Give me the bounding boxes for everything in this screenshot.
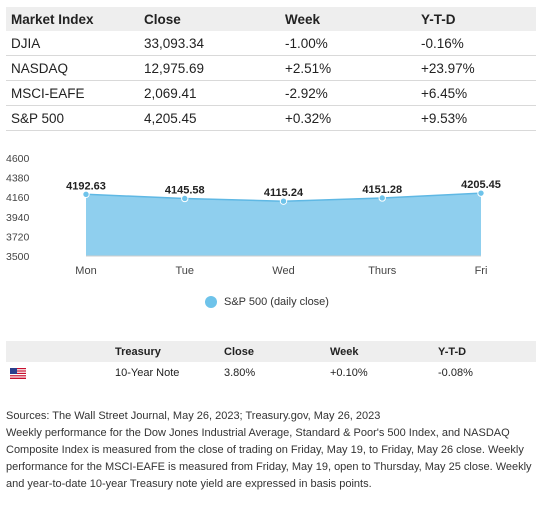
- x-tick-label: Thurs: [368, 265, 397, 277]
- data-point: [279, 197, 288, 205]
- header-week: Week: [280, 7, 416, 31]
- x-tick-label: Fri: [475, 265, 488, 277]
- data-point: [477, 189, 485, 197]
- data-label: 4115.24: [264, 187, 304, 199]
- cell-week: +0.10%: [330, 367, 368, 379]
- cell-week: -2.92%: [280, 80, 416, 106]
- cell-index: DJIA: [6, 31, 139, 56]
- data-label: 4151.28: [362, 184, 402, 196]
- cell-close: 3.80%: [224, 367, 256, 379]
- x-tick-label: Tue: [175, 265, 194, 277]
- footnotes: Sources: The Wall Street Journal, May 26…: [6, 408, 538, 493]
- cell-ytd: +23.97%: [416, 55, 536, 81]
- header-flag: [6, 341, 115, 362]
- cell-index: S&P 500: [6, 105, 139, 131]
- cell-ytd: -0.08%: [438, 367, 473, 379]
- us-flag-icon: [10, 367, 26, 379]
- cell-ytd: -0.16%: [416, 31, 536, 56]
- cell-index: MSCI-EAFE: [6, 80, 139, 106]
- market-index-table: Market Index Close Week Y-T-D DJIA 33,09…: [6, 7, 536, 131]
- cell-week: -1.00%: [280, 31, 416, 56]
- header-week: Week: [330, 341, 438, 362]
- table-row: S&P 500 4,205.45 +0.32% +9.53%: [6, 105, 536, 131]
- cell-treasury-name: 10-Year Note: [115, 367, 180, 379]
- data-label: 4192.63: [66, 180, 106, 192]
- data-label: 4205.45: [461, 179, 501, 191]
- cell-close: 12,975.69: [139, 55, 280, 81]
- cell-index: NASDAQ: [6, 55, 139, 81]
- y-tick-label: 4600: [6, 153, 30, 165]
- treasury-table-header: Treasury Close Week Y-T-D: [6, 341, 536, 362]
- sources-text: Sources: The Wall Street Journal, May 26…: [6, 410, 381, 422]
- y-tick-label: 3720: [6, 231, 30, 243]
- x-tick-label: Wed: [272, 265, 294, 277]
- legend-marker: [205, 296, 217, 308]
- methodology-text: Weekly performance for the Dow Jones Ind…: [6, 427, 532, 490]
- data-label: 4145.58: [165, 184, 205, 196]
- table-row: MSCI-EAFE 2,069.41 -2.92% +6.45%: [6, 80, 536, 106]
- header-ytd: Y-T-D: [438, 341, 536, 362]
- table-row: NASDAQ 12,975.69 +2.51% +23.97%: [6, 55, 536, 81]
- cell-close: 4,205.45: [139, 105, 280, 131]
- chart-legend: S&P 500 (daily close): [205, 296, 329, 308]
- cell-ytd: +9.53%: [416, 105, 536, 131]
- y-tick-label: 3500: [6, 251, 30, 263]
- x-tick-label: Mon: [75, 265, 96, 277]
- y-tick-label: 3940: [6, 212, 30, 224]
- area-fill: [86, 193, 481, 256]
- y-tick-label: 4380: [6, 173, 30, 185]
- data-point: [82, 190, 90, 198]
- header-treasury: Treasury: [115, 341, 224, 362]
- y-tick-label: 4160: [6, 192, 30, 204]
- cell-close: 33,093.34: [139, 31, 280, 56]
- table-row: 10-Year Note 3.80% +0.10% -0.08%: [6, 362, 536, 384]
- data-point: [378, 194, 386, 202]
- header-close: Close: [224, 341, 330, 362]
- market-table-header: Market Index Close Week Y-T-D: [6, 7, 536, 31]
- cell-week: +2.51%: [280, 55, 416, 81]
- cell-week: +0.32%: [280, 105, 416, 131]
- cell-ytd: +6.45%: [416, 80, 536, 106]
- flag-cell: [6, 362, 115, 384]
- legend-label: S&P 500 (daily close): [224, 296, 329, 308]
- cell-close: 2,069.41: [139, 80, 280, 106]
- table-row: DJIA 33,093.34 -1.00% -0.16%: [6, 31, 536, 56]
- header-ytd: Y-T-D: [416, 7, 536, 31]
- treasury-table: Treasury Close Week Y-T-D: [6, 341, 536, 384]
- header-market-index: Market Index: [6, 7, 139, 31]
- data-point: [181, 194, 189, 203]
- sp500-area-chart: 4600 4380 4160 3940 3720 3500 4192.63 4145.58 41…: [6, 153, 501, 277]
- header-close: Close: [139, 7, 280, 31]
